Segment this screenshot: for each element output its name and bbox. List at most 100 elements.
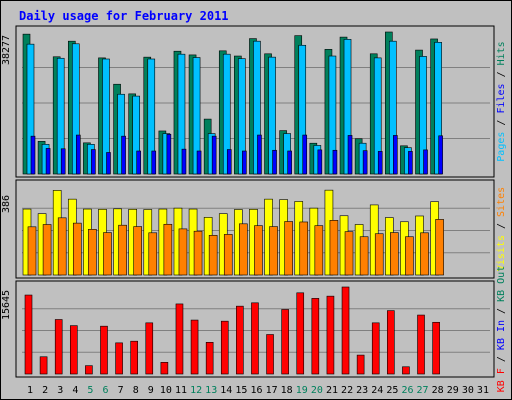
bar-sites-day-27: [420, 232, 429, 276]
x-tick-label-day-18: 18: [281, 385, 293, 396]
bar-kbf-day-18: [281, 309, 289, 375]
legend-entry: Sites: [496, 187, 507, 217]
bar-sites-day-12: [193, 230, 203, 276]
bar-kbf-day-25: [387, 310, 395, 375]
x-tick-label-day-6: 6: [103, 385, 109, 396]
bar-sites-day-26: [405, 236, 414, 276]
bar-files-day-22: [343, 39, 352, 175]
panel-top-max-label: 38277: [1, 35, 12, 65]
bar-pages-day-5: [91, 149, 96, 175]
bar-pages-day-20: [317, 149, 323, 175]
x-tick-label-day-13: 13: [205, 385, 217, 396]
bar-pages-day-28: [438, 135, 443, 175]
x-tick-label-day-11: 11: [175, 385, 187, 396]
bar-pages-day-26: [408, 151, 413, 175]
panel-bot-legend: KB F / KB In / KB Out: [496, 266, 507, 392]
bar-sites-day-8: [133, 226, 142, 276]
bar-sites-day-9: [148, 232, 158, 276]
x-tick-label-day-9: 9: [148, 385, 154, 396]
bar-sites-day-20: [314, 225, 324, 276]
bar-pages-day-18: [287, 150, 292, 175]
bar-pages-day-11: [181, 148, 187, 175]
bar-pages-day-25: [393, 135, 398, 175]
bar-kbf-day-4: [69, 325, 78, 375]
bar-kbf-day-14: [220, 320, 229, 375]
bar-pages-day-15: [242, 150, 247, 175]
bar-kbf-day-27: [417, 314, 425, 375]
bar-sites-day-16: [254, 225, 263, 276]
bar-files-day-4: [71, 43, 80, 175]
bar-files-day-15: [238, 58, 246, 175]
legend-entry: Pages: [496, 132, 507, 162]
x-tick-label-day-15: 15: [235, 385, 247, 396]
bar-sites-day-19: [299, 221, 309, 276]
bar-pages-day-17: [272, 149, 277, 175]
bar-kbf-day-17: [266, 334, 274, 375]
bar-files-day-19: [298, 44, 307, 175]
x-tick-label-day-31: 31: [477, 385, 489, 396]
legend-entry: /: [496, 217, 507, 235]
x-tick-label-day-22: 22: [341, 385, 353, 396]
bar-sites-day-3: [57, 217, 67, 276]
x-tick-label-day-3: 3: [57, 385, 63, 396]
panel-top: 38277 Pages / Files / Hits: [1, 25, 507, 178]
legend-entry: Hits: [496, 41, 507, 65]
bar-files-day-25: [389, 40, 397, 175]
legend-entry: KB Out: [496, 266, 507, 302]
bar-sites-day-2: [42, 224, 52, 276]
x-tick-label-day-2: 2: [42, 385, 48, 396]
panel-mid: 386 Visits / Sites: [1, 179, 507, 279]
bar-kbf-day-10: [160, 362, 169, 375]
x-tick-label-day-14: 14: [220, 385, 232, 396]
bar-files-day-7: [117, 93, 125, 175]
bar-pages-day-1: [30, 135, 36, 175]
bar-kbf-day-8: [130, 340, 138, 375]
legend-entry: /: [496, 65, 507, 83]
bar-sites-day-7: [118, 224, 127, 276]
bar-sites-day-23: [359, 236, 369, 276]
panel-mid-legend: Visits / Sites: [496, 187, 507, 271]
bar-kbf-day-15: [236, 305, 244, 375]
bar-sites-day-15: [239, 223, 248, 276]
legend-entry: Visits: [496, 235, 507, 271]
bar-pages-day-19: [302, 134, 308, 175]
x-tick-label-day-4: 4: [72, 385, 78, 396]
x-tick-label-day-7: 7: [118, 385, 124, 396]
bar-kbf-day-5: [85, 365, 93, 375]
bar-kbf-day-22: [341, 286, 350, 375]
x-tick-label-day-8: 8: [133, 385, 139, 396]
panel-bot-max-label: 15645: [1, 290, 12, 320]
bar-files-day-3: [56, 57, 65, 175]
x-axis-day-labels: 1 2 3 4 5 6 7 8 9 10 11 12 13 14 15 16 17 18 19 20 21 22 23 24 2…: [27, 385, 489, 396]
bar-kbf-day-11: [175, 303, 184, 375]
bar-kbf-day-7: [115, 342, 123, 375]
bar-sites-day-28: [435, 219, 444, 276]
panel-bot: 15645 KB F / KB In / KB Out: [1, 266, 507, 392]
bar-files-day-24: [373, 57, 382, 175]
bar-pages-day-10: [166, 134, 172, 175]
bar-files-day-9: [147, 58, 156, 175]
x-tick-label-day-29: 29: [447, 385, 459, 396]
bar-kbf-day-3: [54, 319, 63, 375]
x-tick-label-day-16: 16: [250, 385, 262, 396]
bar-files-day-1: [26, 43, 35, 175]
legend-entry: KB In: [496, 320, 507, 350]
bar-kbf-day-24: [371, 322, 380, 375]
bar-pages-day-12: [196, 150, 202, 175]
x-tick-label-day-30: 30: [462, 385, 474, 396]
bar-kbf-day-12: [190, 319, 199, 375]
bar-kbf-day-23: [356, 354, 365, 375]
panel-top-legend: Pages / Files / Hits: [496, 41, 507, 161]
x-tick-label-day-26: 26: [401, 385, 413, 396]
x-tick-label-day-17: 17: [266, 385, 278, 396]
bar-pages-day-13: [211, 135, 217, 175]
bar-pages-day-6: [106, 152, 111, 175]
bar-kbf-day-9: [145, 322, 154, 375]
bar-pages-day-9: [151, 150, 157, 175]
bar-kbf-day-1: [24, 294, 33, 375]
bar-sites-day-1: [27, 226, 37, 276]
bar-sites-day-13: [208, 235, 218, 276]
bar-sites-day-17: [269, 226, 278, 276]
legend-entry: /: [496, 114, 507, 132]
